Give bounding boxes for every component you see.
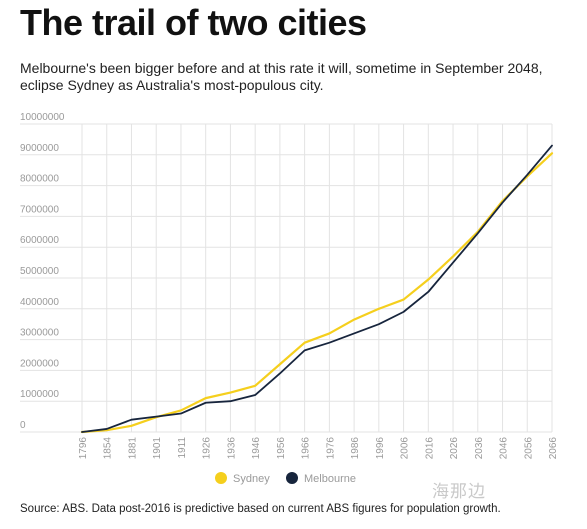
legend-label-melbourne: Melbourne (304, 473, 356, 485)
x-tick-label: 1946 (251, 437, 262, 460)
watermark-logo: 海那边 (432, 482, 486, 502)
y-tick-label: 5000000 (20, 266, 59, 277)
chart-title: The trail of two cities (20, 2, 367, 43)
legend-marker-sydney (215, 472, 227, 484)
x-tick-label: 1796 (78, 437, 89, 460)
x-tick-label: 2036 (474, 437, 485, 460)
legend-marker-melbourne (286, 472, 298, 484)
x-tick-label: 1936 (226, 437, 237, 460)
x-tick-label: 2026 (449, 437, 460, 460)
y-tick-label: 7000000 (20, 204, 59, 215)
x-tick-label: 1854 (103, 437, 114, 460)
y-tick-label: 2000000 (20, 358, 59, 369)
x-tick-label: 2066 (548, 437, 559, 460)
y-tick-label: 0 (20, 420, 26, 431)
chart-legend: Sydney Melbourne (215, 472, 356, 485)
y-tick-label: 4000000 (20, 297, 59, 308)
y-tick-label: 9000000 (20, 143, 59, 154)
chart-subtitle: Melbourne's been bigger before and at th… (20, 60, 543, 93)
legend-label-sydney: Sydney (233, 473, 270, 485)
x-tick-label: 1986 (350, 437, 361, 460)
y-tick-label: 6000000 (20, 235, 59, 246)
series-line-melbourne (81, 144, 553, 433)
x-tick-label: 2006 (400, 437, 411, 460)
x-tick-label: 1911 (177, 437, 188, 459)
x-tick-label: 2056 (523, 437, 534, 460)
x-tick-label: 1976 (325, 437, 336, 460)
x-tick-label: 1956 (276, 437, 287, 460)
x-tick-label: 1901 (152, 437, 163, 460)
y-tick-label: 10000000 (20, 112, 65, 123)
x-tick-label: 1926 (202, 437, 213, 460)
series-line-sydney (80, 152, 554, 434)
y-axis: 0 1000000 2000000 3000000 4000000 5000000 6000… (20, 112, 65, 431)
x-axis: 1796 1854 1881 1901 1911 1926 1936 1946 1956 1966… (78, 437, 559, 460)
y-tick-label: 1000000 (20, 389, 59, 400)
y-tick-label: 8000000 (20, 174, 59, 185)
x-tick-label: 2046 (499, 437, 510, 460)
source-note: Source: ABS. Data post-2016 is predictiv… (20, 503, 501, 515)
x-tick-label: 2016 (424, 437, 435, 460)
x-tick-label: 1996 (375, 437, 386, 460)
chart-grid (20, 123, 553, 433)
series-layer (80, 144, 554, 434)
y-tick-label: 3000000 (20, 328, 59, 339)
x-tick-label: 1966 (301, 437, 312, 460)
x-tick-label: 1881 (127, 437, 138, 460)
